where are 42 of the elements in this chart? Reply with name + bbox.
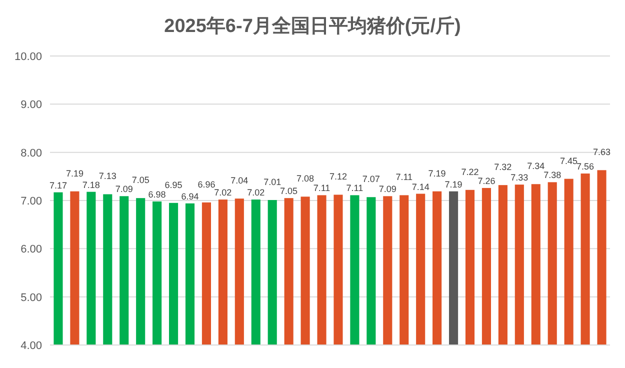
data-label: 7.45 [560, 156, 578, 166]
y-tick-label: 10.00 [14, 51, 42, 63]
chart-title: 2025年6-7月全国日平均猪价(元/斤) [164, 15, 461, 37]
data-label: 7.11 [396, 172, 413, 182]
data-label: 7.34 [527, 161, 545, 172]
data-label: 7.22 [461, 166, 479, 177]
data-label: 7.17 [49, 180, 67, 190]
y-tick-label: 5.00 [20, 292, 42, 304]
data-label: 6.98 [148, 189, 166, 200]
y-tick-label: 7.00 [20, 196, 42, 208]
data-label: 7.09 [115, 184, 133, 194]
data-label: 7.07 [362, 174, 380, 184]
data-label: 7.05 [132, 175, 150, 186]
data-label: 7.19 [66, 168, 84, 178]
data-label: 7.05 [280, 186, 298, 196]
data-label: 7.32 [494, 162, 512, 172]
y-tick-label: 4.00 [20, 340, 42, 352]
data-label: 7.33 [510, 172, 528, 183]
y-tick-label: 8.00 [20, 147, 42, 160]
data-label: 6.94 [181, 191, 199, 202]
y-tick-label: 9.00 [20, 99, 42, 112]
data-label: 7.02 [247, 188, 265, 198]
data-label: 7.09 [378, 184, 396, 194]
data-label: 7.11 [346, 183, 364, 194]
data-label: 7.56 [576, 162, 594, 172]
data-label: 7.14 [412, 182, 430, 192]
data-label: 6.95 [164, 180, 182, 190]
data-label: 7.63 [593, 147, 611, 158]
data-label: 7.26 [478, 176, 496, 186]
data-label: 6.96 [198, 179, 216, 190]
data-label: 7.02 [214, 188, 232, 198]
data-label: 7.19 [444, 179, 462, 190]
data-label: 7.08 [296, 174, 314, 184]
data-label: 7.19 [428, 168, 446, 178]
data-label: 7.12 [329, 172, 347, 182]
y-tick-label: 6.00 [20, 244, 42, 256]
data-label: 7.01 [264, 177, 282, 188]
data-label: 7.13 [98, 171, 116, 182]
data-label: 7.04 [230, 176, 248, 186]
data-label: 7.11 [313, 183, 330, 194]
data-label: 7.38 [544, 170, 562, 180]
data-label: 7.18 [82, 180, 100, 190]
